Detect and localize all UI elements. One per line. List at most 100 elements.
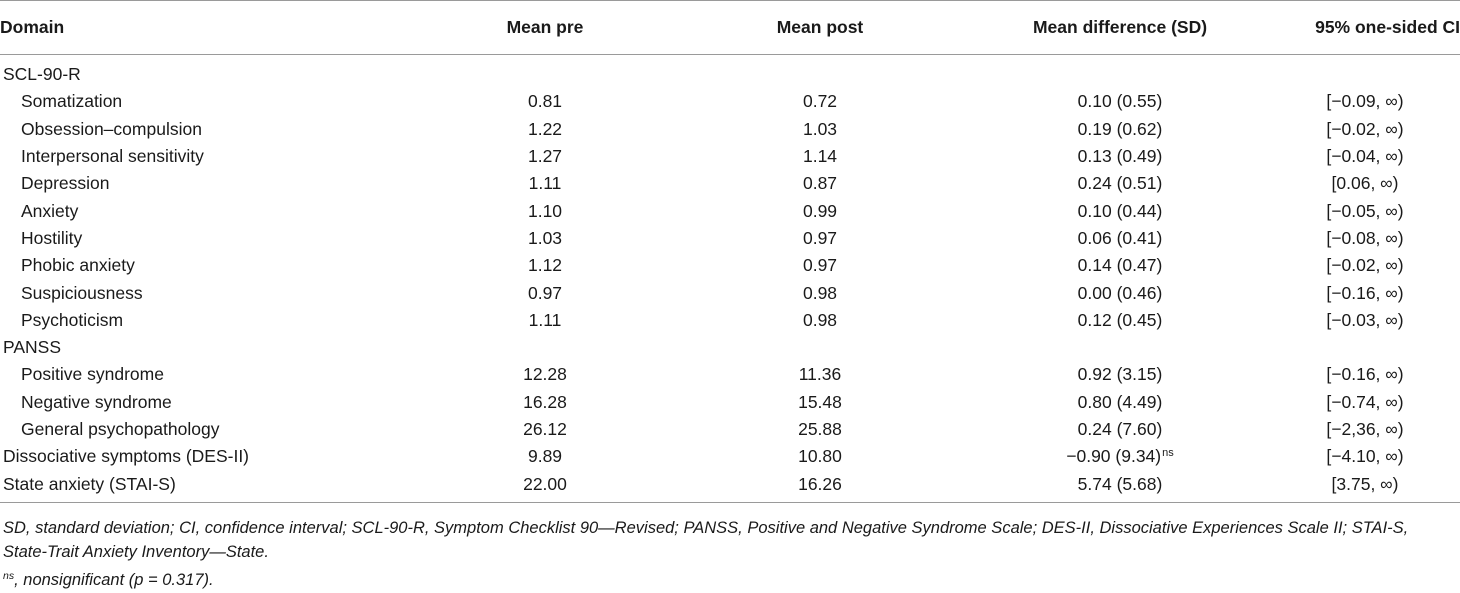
row-domain: Obsession–compulsion: [21, 118, 202, 139]
row-ci: [−0.02, ∞): [1326, 118, 1404, 139]
header-ci: 95% one-sided CI: [1270, 0, 1460, 55]
header-row: Domain Mean pre Mean post Mean differenc…: [0, 0, 1460, 55]
row-mean-pre: 1.27: [527, 146, 563, 167]
row-mean-diff: 0.06 (0.41): [1077, 227, 1163, 248]
row-mean-diff: 0.80 (4.49): [1077, 391, 1163, 412]
table-row: Negative syndrome 16.28 15.48 0.80 (4.49…: [0, 389, 1460, 416]
row-domain: Hostility: [21, 227, 83, 248]
ns-footnote-text: , nonsignificant (p = 0.317).: [14, 571, 214, 589]
nonsignificant-marker: ns: [1162, 447, 1174, 460]
row-mean-pre: 26.12: [523, 419, 567, 439]
row-mean-post: 1.03: [802, 118, 838, 139]
table-row: Anxiety 1.10 0.99 0.10 (0.44) [−0.05, ∞): [0, 197, 1460, 224]
row-mean-diff: 0.24 (0.51): [1077, 173, 1163, 194]
row-domain: Somatization: [21, 91, 123, 112]
row-domain: Anxiety: [21, 200, 79, 221]
ns-footnote: ns, nonsignificant (p = 0.317).: [3, 564, 1443, 592]
row-mean-diff: 5.74 (5.68): [970, 470, 1270, 503]
row-mean-post: 0.97: [802, 227, 838, 248]
table-row: Psychoticism 1.11 0.98 0.12 (0.45) [−0.0…: [0, 307, 1460, 334]
row-mean-post: 15.48: [798, 391, 842, 412]
table-row: Suspiciousness 0.97 0.98 0.00 (0.46) [−0…: [0, 279, 1460, 306]
row-mean-post: 0.72: [802, 91, 838, 112]
group-row-panss: PANSS: [0, 334, 1460, 361]
abbreviations-footnote: SD, standard deviation; CI, confidence i…: [3, 519, 1409, 561]
header-mean-pre: Mean pre: [420, 0, 670, 55]
row-domain: Suspiciousness: [21, 282, 143, 303]
table-row: General psychopathology 26.12 25.88 0.24…: [0, 416, 1460, 443]
row-ci: [−0.04, ∞): [1326, 146, 1404, 167]
row-mean-diff: 0.92 (3.15): [1077, 364, 1163, 385]
table-row: Positive syndrome 12.28 11.36 0.92 (3.15…: [0, 361, 1460, 388]
row-mean-pre: 1.11: [528, 309, 562, 330]
row-mean-pre: 1.03: [527, 227, 563, 248]
table-row: Interpersonal sensitivity 1.27 1.14 0.13…: [0, 143, 1460, 170]
row-mean-diff-value: −0.90 (9.34): [1066, 446, 1162, 467]
row-ci: [−4.10, ∞): [1326, 446, 1404, 467]
row-mean-pre: 16.28: [523, 391, 567, 412]
row-mean-diff: 0.24 (7.60): [1077, 419, 1163, 439]
row-ci: [−0.74, ∞): [1326, 391, 1404, 412]
row-domain: Depression: [21, 173, 110, 194]
row-mean-diff: 0.10 (0.44): [1077, 200, 1163, 221]
row-ci: [3.75, ∞): [1270, 470, 1460, 503]
table-row: Somatization 0.81 0.72 0.10 (0.55) [−0.0…: [0, 88, 1460, 115]
row-mean-diff: 0.12 (0.45): [1077, 309, 1163, 330]
group-label-scl: SCL-90-R: [3, 64, 81, 85]
row-mean-post: 0.98: [802, 282, 838, 303]
row-domain: Interpersonal sensitivity: [21, 146, 204, 167]
row-ci: [−0.09, ∞): [1326, 91, 1404, 112]
row-mean-post: 25.88: [798, 419, 842, 439]
row-domain: Positive syndrome: [21, 364, 164, 385]
row-mean-post: 1.14: [802, 146, 838, 167]
row-ci: [−2,36, ∞): [1326, 419, 1404, 439]
table-body: SCL-90-R Somatization 0.81 0.72 0.10 (0.…: [0, 55, 1460, 503]
row-ci: [−0.03, ∞): [1326, 309, 1404, 330]
row-mean-post: 16.26: [670, 470, 970, 503]
row-ci: [−0.16, ∞): [1326, 282, 1404, 303]
row-mean-pre: 22.00: [420, 470, 670, 503]
row-ci: [−0.05, ∞): [1326, 200, 1404, 221]
row-domain: Negative syndrome: [21, 391, 172, 412]
row-mean-diff: 0.10 (0.55): [1077, 91, 1163, 112]
row-mean-pre: 1.11: [528, 173, 562, 194]
row-mean-diff: −0.90 (9.34)ns: [970, 443, 1270, 470]
row-mean-post: 0.97: [802, 255, 838, 276]
table-row: Phobic anxiety 1.12 0.97 0.14 (0.47) [−0…: [0, 252, 1460, 279]
row-mean-diff: 0.00 (0.46): [1077, 282, 1163, 303]
results-table: Domain Mean pre Mean post Mean differenc…: [0, 0, 1460, 503]
group-label-panss: PANSS: [3, 337, 62, 358]
table-row: Obsession–compulsion 1.22 1.03 0.19 (0.6…: [0, 116, 1460, 143]
row-mean-post: 11.36: [798, 364, 842, 385]
table-row: Dissociative symptoms (DES-II) 9.89 10.8…: [0, 443, 1460, 470]
row-ci: [−0.16, ∞): [1326, 364, 1404, 385]
row-mean-diff: 0.13 (0.49): [1077, 146, 1163, 167]
results-table-container: Domain Mean pre Mean post Mean differenc…: [0, 0, 1460, 503]
row-mean-diff: 0.14 (0.47): [1077, 255, 1163, 276]
header-domain: Domain: [0, 0, 420, 55]
row-domain: Phobic anxiety: [21, 255, 135, 276]
row-domain: Psychoticism: [21, 309, 124, 330]
row-mean-post: 10.80: [798, 446, 842, 467]
row-mean-pre: 12.28: [523, 364, 567, 385]
row-domain: General psychopathology: [21, 419, 220, 439]
row-mean-pre: 0.81: [527, 91, 563, 112]
row-mean-pre: 9.89: [527, 446, 563, 467]
row-domain: Dissociative symptoms (DES-II): [3, 446, 250, 467]
row-mean-post: 0.99: [802, 200, 838, 221]
row-mean-post: 0.98: [802, 309, 838, 330]
table-footnotes: SD, standard deviation; CI, confidence i…: [3, 516, 1443, 592]
table-row: Depression 1.11 0.87 0.24 (0.51) [0.06, …: [0, 170, 1460, 197]
row-mean-pre: 1.22: [527, 118, 563, 139]
row-ci: [−0.08, ∞): [1326, 227, 1404, 248]
row-ci: [−0.02, ∞): [1326, 255, 1404, 276]
table-row: Hostility 1.03 0.97 0.06 (0.41) [−0.08, …: [0, 225, 1460, 252]
row-mean-post: 0.87: [802, 173, 838, 194]
header-mean-post: Mean post: [670, 0, 970, 55]
row-ci: [0.06, ∞): [1331, 173, 1399, 194]
table-header: Domain Mean pre Mean post Mean differenc…: [0, 0, 1460, 55]
row-mean-pre: 0.97: [527, 282, 563, 303]
header-mean-difference: Mean difference (SD): [970, 0, 1270, 55]
row-mean-pre: 1.12: [527, 255, 563, 276]
row-mean-pre: 1.10: [527, 200, 563, 221]
